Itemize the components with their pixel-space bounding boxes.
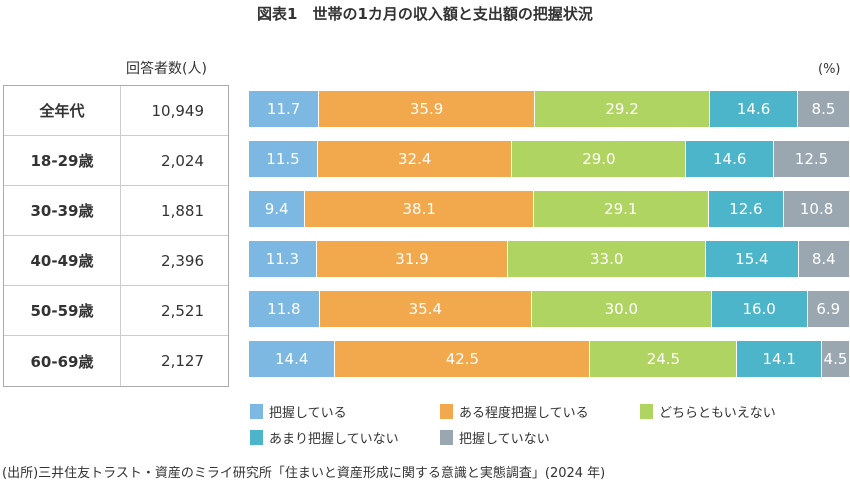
- age-group-label: 50-59歳: [4, 286, 121, 335]
- bar-segment: 11.7: [249, 91, 320, 127]
- table-row: 18-29歳 2,024: [4, 136, 228, 186]
- bar-segment: 32.4: [318, 141, 513, 177]
- age-group-label: 18-29歳: [4, 136, 121, 185]
- legend-label: どちらともいえない: [659, 406, 776, 421]
- bar-segment: 11.3: [249, 241, 317, 277]
- bar-segment: 29.1: [533, 191, 709, 227]
- legend-label: 把握していない: [459, 432, 550, 447]
- bar-row: 14.4 42.5 24.5 14.1 4.5: [249, 341, 849, 377]
- bar-segment: 12.5: [773, 141, 849, 177]
- bar-row: 11.8 35.4 30.0 16.0 6.9: [249, 291, 849, 327]
- bar-segment: 11.5: [249, 141, 318, 177]
- age-group-label: 全年代: [4, 86, 121, 135]
- legend-swatch: [640, 404, 653, 419]
- legend-swatch: [250, 404, 263, 419]
- legend-item: 把握していない: [440, 428, 550, 447]
- bar-row: 9.4 38.1 29.1 12.6 10.8: [249, 191, 849, 227]
- legend-item: ある程度把握している: [440, 402, 589, 421]
- legend-label: 把握している: [269, 406, 347, 421]
- table-row: 40-49歳 2,396: [4, 236, 228, 286]
- bar-segment: 8.4: [798, 241, 849, 277]
- bar-segment: 10.8: [784, 191, 849, 227]
- legend-label: あまり把握していない: [269, 432, 399, 447]
- bar-segment: 16.0: [711, 291, 808, 327]
- chart-title: 図表1 世帯の1カ月の収入額と支出額の把握状況: [257, 5, 593, 23]
- bar-segment: 11.8: [249, 291, 320, 327]
- table-row: 全年代 10,949: [4, 86, 228, 136]
- bar-row: 11.5 32.4 29.0 14.6 12.5: [249, 141, 849, 177]
- age-group-label: 60-69歳: [4, 336, 121, 386]
- bar-segment: 8.5: [797, 91, 849, 127]
- unit-label: (%): [818, 62, 841, 77]
- bar-segment: 14.1: [737, 341, 822, 377]
- respondent-count: 1,881: [161, 201, 204, 220]
- bar-segment: 6.9: [807, 291, 849, 327]
- table-row: 50-59歳 2,521: [4, 286, 228, 336]
- bar-segment: 29.0: [512, 141, 687, 177]
- bar-segment: 31.9: [316, 241, 509, 277]
- legend-item: 把握している: [250, 402, 347, 421]
- bar-row: 11.7 35.9 29.2 14.6 8.5: [249, 91, 849, 127]
- legend-swatch: [440, 404, 453, 419]
- respondent-count: 2,024: [161, 151, 204, 170]
- legend-swatch: [250, 430, 263, 445]
- bar-segment: 33.0: [508, 241, 707, 277]
- respondent-count: 10,949: [151, 101, 205, 120]
- bar-segment: 35.9: [319, 91, 535, 127]
- bar-segment: 30.0: [531, 291, 712, 327]
- bar-segment: 29.2: [534, 91, 711, 127]
- source-note: (出所)三井住友トラスト・資産のミライ研究所「住まいと資産形成に関する意識と実態…: [2, 466, 606, 481]
- age-group-label: 40-49歳: [4, 236, 121, 285]
- table-row: 60-69歳 2,127: [4, 336, 228, 386]
- bar-segment: 14.6: [710, 91, 798, 127]
- age-group-label: 30-39歳: [4, 186, 121, 235]
- legend-item: あまり把握していない: [250, 428, 399, 447]
- respondents-header: 回答者数(人): [126, 61, 207, 77]
- bar-segment: 15.4: [706, 241, 799, 277]
- respondents-table: 全年代 10,949 18-29歳 2,024 30-39歳 1,881 40-49歳 2,3…: [3, 85, 229, 387]
- bar-segment: 35.4: [319, 291, 532, 327]
- bar-segment: 38.1: [305, 191, 534, 227]
- legend-swatch: [440, 430, 453, 445]
- bar-segment: 12.6: [708, 191, 785, 227]
- bar-segment: 14.6: [686, 141, 774, 177]
- stacked-bars: 11.7 35.9 29.2 14.6 8.5 11.5 32.4 29.0 14.6 12.5 9…: [249, 0, 849, 400]
- table-row: 30-39歳 1,881: [4, 186, 228, 236]
- bar-segment: 9.4: [249, 191, 306, 227]
- respondent-count: 2,396: [161, 251, 204, 270]
- bar-segment: 42.5: [335, 341, 591, 377]
- respondent-count: 2,521: [161, 301, 204, 320]
- legend-label: ある程度把握している: [459, 406, 589, 421]
- bar-segment: 24.5: [590, 341, 738, 377]
- bar-segment: 14.4: [249, 341, 336, 377]
- bar-row: 11.3 31.9 33.0 15.4 8.4: [249, 241, 849, 277]
- legend-item: どちらともいえない: [640, 402, 776, 421]
- respondent-count: 2,127: [161, 352, 204, 370]
- bar-segment: 4.5: [821, 341, 849, 377]
